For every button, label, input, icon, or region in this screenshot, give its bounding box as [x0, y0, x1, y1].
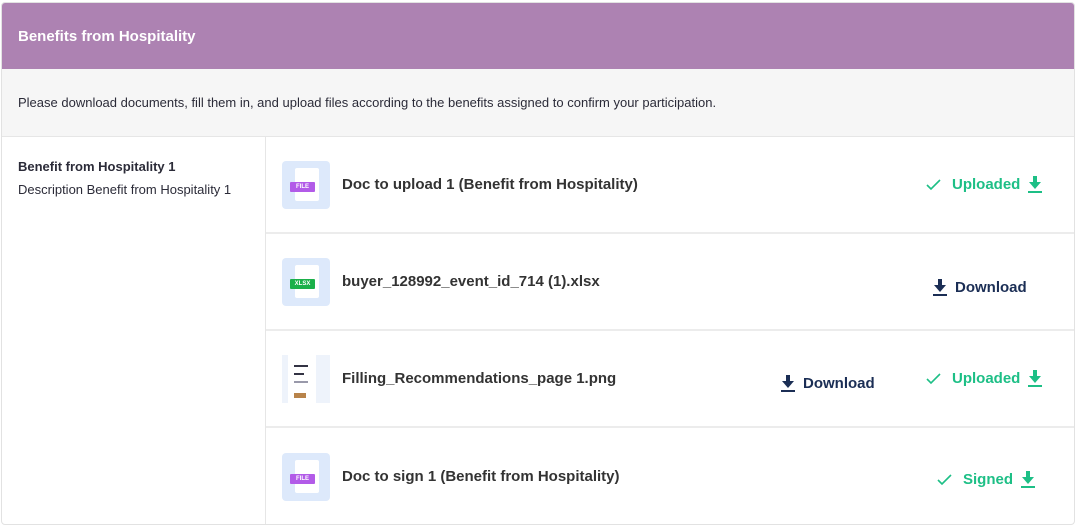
card-header: Benefits from Hospitality	[2, 3, 1074, 69]
download-icon	[781, 375, 795, 392]
document-row: FILE Doc to sign 1 (Benefit from Hospita…	[266, 428, 1074, 524]
document-name: Filling_Recommendations_page 1.png	[342, 370, 617, 387]
card-title: Benefits from Hospitality	[18, 27, 196, 45]
benefit-info: Benefit from Hospitality 1 Description B…	[2, 137, 266, 524]
download-icon[interactable]	[1028, 370, 1043, 387]
uploaded-status: Uploaded	[926, 176, 1043, 193]
benefit-title: Benefit from Hospitality 1	[18, 159, 176, 174]
check-icon	[937, 473, 952, 485]
file-icon: FILE	[282, 452, 330, 501]
document-row: XLSX buyer_128992_event_id_714 (1).xlsx …	[266, 234, 1074, 331]
download-icon[interactable]	[1021, 471, 1036, 488]
uploaded-status: Uploaded	[926, 370, 1043, 387]
benefit-description: Description Benefit from Hospitality 1	[18, 182, 232, 197]
check-icon	[926, 178, 941, 190]
download-button[interactable]: Download	[933, 279, 1027, 296]
file-icon: FILE	[282, 160, 330, 209]
instructions: Please download documents, fill them in,…	[2, 69, 1074, 137]
download-icon[interactable]	[1028, 176, 1043, 193]
download-button[interactable]: Download	[781, 375, 875, 392]
image-thumbnail	[282, 354, 330, 403]
document-row: Filling_Recommendations_page 1.png Downl…	[266, 331, 1074, 428]
document-name: Doc to sign 1 (Benefit from Hospitality)	[342, 468, 620, 485]
download-icon	[933, 279, 947, 296]
document-name: Doc to upload 1 (Benefit from Hospitalit…	[342, 176, 638, 193]
signed-status: Signed	[937, 471, 1036, 488]
document-row: FILE Doc to upload 1 (Benefit from Hospi…	[266, 137, 1074, 234]
check-icon	[926, 372, 941, 384]
document-name: buyer_128992_event_id_714 (1).xlsx	[342, 273, 600, 290]
xlsx-icon: XLSX	[282, 257, 330, 306]
